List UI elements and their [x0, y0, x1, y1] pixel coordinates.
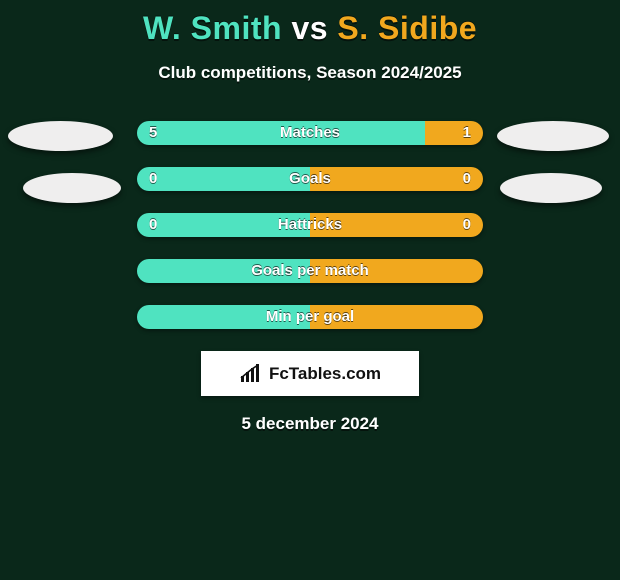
vs-text: vs [291, 10, 328, 46]
comparison-chart: 51Matches 00Goals 00Hattricks Goals per mat… [0, 121, 620, 434]
stat-label: Matches [137, 121, 483, 145]
subtitle: Club competitions, Season 2024/2025 [0, 63, 620, 83]
player-oval [23, 173, 121, 203]
stat-row: Goals per match [137, 259, 483, 283]
stat-row: 00Hattricks [137, 213, 483, 237]
player1-name: W. Smith [143, 10, 282, 46]
player-oval [497, 121, 609, 151]
player-oval [8, 121, 113, 151]
stat-row: 51Matches [137, 121, 483, 145]
player2-name: S. Sidibe [337, 10, 477, 46]
brand-badge: FcTables.com [201, 351, 419, 396]
stat-label: Min per goal [137, 305, 483, 329]
snapshot-date: 5 december 2024 [0, 414, 620, 434]
brand-chart-icon [239, 364, 263, 384]
stat-label: Goals per match [137, 259, 483, 283]
comparison-title: W. Smith vs S. Sidibe [0, 0, 620, 47]
stat-row: 00Goals [137, 167, 483, 191]
stat-label: Goals [137, 167, 483, 191]
stat-row: Min per goal [137, 305, 483, 329]
player-oval [500, 173, 602, 203]
stat-label: Hattricks [137, 213, 483, 237]
brand-text: FcTables.com [269, 364, 381, 384]
